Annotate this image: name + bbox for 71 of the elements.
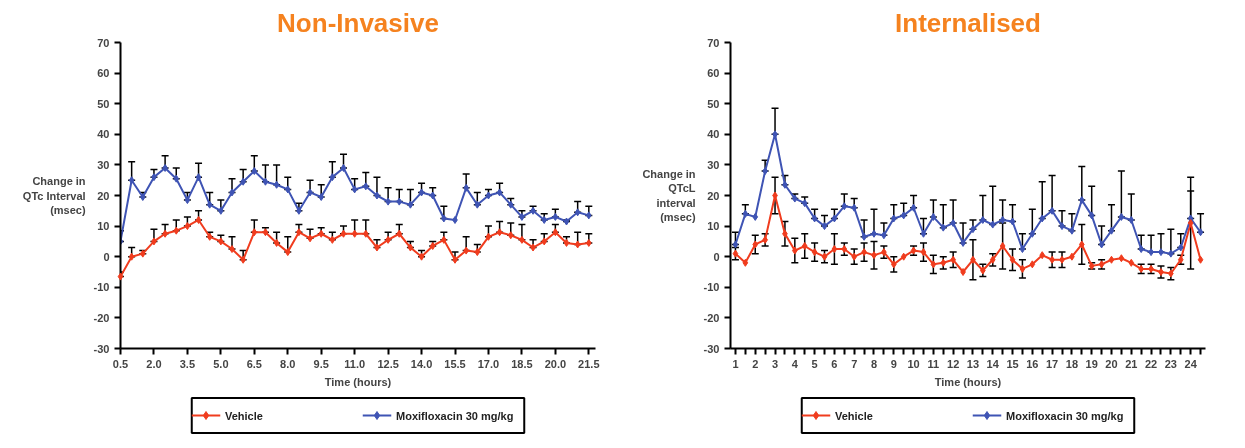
x-tick-label: 2.0 xyxy=(146,357,162,370)
y-tick-label: 60 xyxy=(707,67,720,80)
x-tick-label: 0.5 xyxy=(112,357,129,370)
x-tick-label: 2 xyxy=(752,357,759,370)
y-tick-label: 0 xyxy=(713,250,720,263)
y-tick-label: -10 xyxy=(703,281,720,294)
x-tick-label: 22 xyxy=(1144,357,1158,370)
y-tick-label: -30 xyxy=(93,342,110,355)
x-tick-label: 15.5 xyxy=(444,357,466,370)
x-tick-label: 7 xyxy=(851,357,858,370)
chart-title: Internalised xyxy=(895,7,1041,38)
y-tick-label: 10 xyxy=(97,220,110,233)
x-tick-label: 18 xyxy=(1065,357,1079,370)
y-axis-title: Change in QTc Interval (msec) xyxy=(22,175,86,216)
x-tick-label: 6 xyxy=(831,357,838,370)
x-tick-label: 6.5 xyxy=(246,357,262,370)
x-axis-title: Time (hours) xyxy=(934,375,1002,388)
x-tick-label: 13 xyxy=(966,357,980,370)
y-axis-title: Change in QTcL interval (msec) xyxy=(642,167,696,224)
x-tick-label: 17.0 xyxy=(477,357,500,370)
y-tick-label: 40 xyxy=(97,128,110,141)
chart-title: Non-Invasive xyxy=(277,7,439,38)
y-tick-label: -20 xyxy=(93,311,110,324)
y-tick-label: 0 xyxy=(103,250,110,263)
y-tick-label: 50 xyxy=(97,97,110,110)
x-tick-label: 12.5 xyxy=(377,357,399,370)
y-tick-label: 50 xyxy=(707,97,720,110)
legend-label: Vehicle xyxy=(225,409,263,422)
x-tick-label: 21.5 xyxy=(578,357,600,370)
y-tick-label: 30 xyxy=(707,158,720,171)
x-tick-label: 21 xyxy=(1125,357,1138,370)
x-tick-label: 23 xyxy=(1164,357,1177,370)
x-tick-label: 9.5 xyxy=(313,357,329,370)
x-tick-label: 11.0 xyxy=(344,357,366,370)
x-tick-label: 10 xyxy=(907,357,920,370)
x-tick-label: 11 xyxy=(927,357,940,370)
x-tick-label: 3.5 xyxy=(179,357,196,370)
x-tick-label: 12 xyxy=(947,357,960,370)
y-tick-label: 60 xyxy=(97,67,110,80)
y-tick-label: 70 xyxy=(97,36,110,49)
x-tick-label: 5 xyxy=(811,357,818,370)
x-tick-label: 20.0 xyxy=(544,357,567,370)
legend-label: Moxifloxacin 30 mg/kg xyxy=(1006,409,1124,422)
legend-label: Moxifloxacin 30 mg/kg xyxy=(396,409,514,422)
x-tick-label: 24 xyxy=(1184,357,1198,370)
x-tick-label: 17 xyxy=(1046,357,1059,370)
y-tick-label: -10 xyxy=(93,281,110,294)
x-axis-title: Time (hours) xyxy=(324,375,392,388)
y-tick-label: -30 xyxy=(703,342,720,355)
y-tick-label: -20 xyxy=(703,311,720,324)
x-tick-label: 3 xyxy=(771,357,779,370)
y-tick-label: 70 xyxy=(707,36,720,49)
x-tick-label: 20 xyxy=(1105,357,1118,370)
x-tick-label: 5.0 xyxy=(213,357,229,370)
y-tick-label: 30 xyxy=(97,158,110,171)
y-tick-label: 40 xyxy=(707,128,720,141)
x-tick-label: 15 xyxy=(1006,357,1019,370)
x-tick-label: 16 xyxy=(1026,357,1039,370)
x-tick-label: 1 xyxy=(732,357,739,370)
x-tick-label: 14.0 xyxy=(410,357,433,370)
x-tick-label: 18.5 xyxy=(511,357,533,370)
legend-label: Vehicle xyxy=(835,409,873,422)
y-tick-label: 10 xyxy=(707,220,720,233)
x-tick-label: 4 xyxy=(791,357,799,370)
x-tick-label: 8 xyxy=(870,357,878,370)
y-tick-label: 20 xyxy=(97,189,110,202)
x-tick-label: 9 xyxy=(890,357,897,370)
x-tick-label: 14 xyxy=(986,357,1000,370)
x-tick-label: 8.0 xyxy=(280,357,296,370)
y-tick-label: 20 xyxy=(707,189,720,202)
x-tick-label: 19 xyxy=(1085,357,1098,370)
